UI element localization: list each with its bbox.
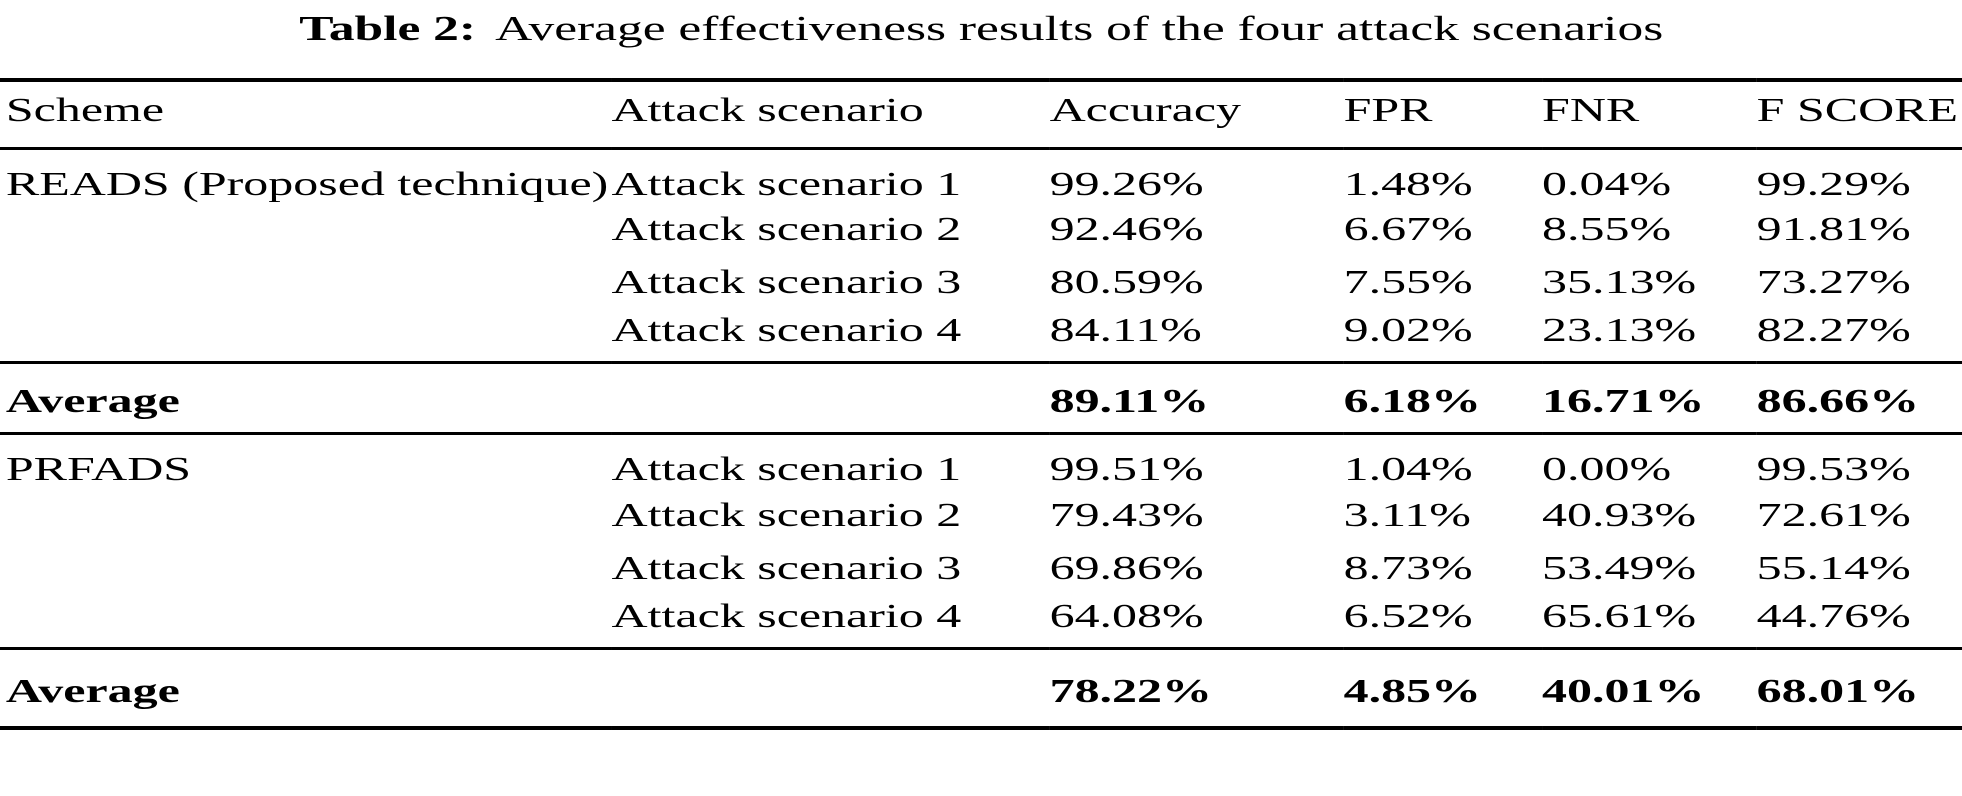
cell-fpr: 8.73%	[1343, 549, 1473, 587]
cell-scheme	[0, 542, 612, 595]
cell-scheme	[0, 595, 612, 648]
cell-accuracy: 69.86%	[1049, 549, 1204, 587]
cell-fnr: 53.49%	[1542, 549, 1697, 587]
table-row: Attack scenario 2 92.46% 6.67% 8.55% 91.…	[0, 204, 1962, 257]
cell-fnr: 40.01%	[1542, 672, 1705, 710]
cell-accuracy: 64.08%	[1049, 597, 1204, 635]
cell-scheme	[0, 204, 612, 257]
cell-fscore: 72.61%	[1756, 496, 1911, 534]
table-row: Attack scenario 4 64.08% 6.52% 65.61% 44…	[0, 595, 1962, 648]
column-header-fscore: F SCORE	[1756, 92, 1959, 130]
cell-fnr: 0.00%	[1542, 451, 1672, 488]
cell-scheme: READS (Proposed technique)	[5, 165, 609, 203]
cell-fpr: 6.67%	[1343, 211, 1473, 248]
cell-scenario: Attack scenario 1	[611, 451, 962, 488]
cell-accuracy: 84.11%	[1049, 312, 1202, 350]
column-header-attack-scenario: Attack scenario	[611, 92, 924, 130]
table-row: READS (Proposed technique) Attack scenar…	[0, 148, 1962, 204]
cell-fscore: 73.27%	[1756, 264, 1911, 301]
cell-fscore: 99.29%	[1756, 165, 1911, 203]
cell-average-label: Average	[5, 383, 180, 420]
cell-accuracy: 78.22%	[1049, 672, 1213, 710]
cell-fscore: 55.14%	[1756, 549, 1911, 587]
cell-scheme: PRFADS	[5, 451, 192, 488]
cell-fnr: 35.13%	[1542, 264, 1697, 301]
cell-fpr: 4.85%	[1343, 672, 1482, 710]
table-row: PRFADS Attack scenario 1 99.51% 1.04% 0.…	[0, 434, 1962, 490]
cell-scenario: Attack scenario 1	[611, 165, 962, 203]
column-header-fnr: FNR	[1542, 92, 1640, 130]
cell-fnr: 23.13%	[1542, 312, 1697, 350]
cell-accuracy: 79.43%	[1049, 496, 1204, 534]
cell-accuracy: 99.26%	[1049, 165, 1204, 203]
table-row: Attack scenario 4 84.11% 9.02% 23.13% 82…	[0, 310, 1962, 363]
table-row: Attack scenario 2 79.43% 3.11% 40.93% 72…	[0, 489, 1962, 542]
table-row: Attack scenario 3 80.59% 7.55% 35.13% 73…	[0, 257, 1962, 310]
column-header-scheme: Scheme	[5, 92, 165, 130]
cell-fnr: 40.93%	[1542, 496, 1697, 534]
cell-fscore: 99.53%	[1756, 451, 1911, 488]
cell-scheme	[0, 310, 612, 363]
cell-fnr: 16.71%	[1542, 383, 1705, 420]
header-row: Scheme Attack scenario Accuracy FPR FNR …	[0, 80, 1962, 148]
cell-fpr: 6.52%	[1343, 597, 1473, 635]
column-header-accuracy: Accuracy	[1049, 92, 1242, 130]
cell-fpr: 6.18%	[1343, 383, 1482, 420]
table-caption: Table 2: Average effectiveness results of…	[0, 0, 1962, 78]
cell-scenario: Attack scenario 4	[611, 597, 962, 635]
cell-fpr: 1.48%	[1343, 165, 1473, 203]
column-header-fpr: FPR	[1343, 92, 1433, 130]
table-row: Attack scenario 3 69.86% 8.73% 53.49% 55…	[0, 542, 1962, 595]
cell-fpr: 9.02%	[1343, 312, 1473, 350]
cell-scenario: Attack scenario 3	[611, 264, 962, 301]
cell-fscore: 91.81%	[1756, 211, 1911, 248]
table-caption-text: Average effectiveness results of the fou…	[495, 9, 1664, 48]
cell-scenario: Attack scenario 4	[611, 312, 962, 350]
cell-scenario: Attack scenario 2	[611, 211, 962, 248]
cell-accuracy: 89.11%	[1049, 383, 1210, 420]
cell-accuracy: 92.46%	[1049, 211, 1204, 248]
cell-fnr: 65.61%	[1542, 597, 1697, 635]
cell-scheme	[0, 489, 612, 542]
cell-scenario: Attack scenario 3	[611, 549, 962, 587]
average-row: Average 89.11% 6.18% 16.71% 86.66%	[0, 362, 1962, 434]
cell-average-label: Average	[5, 672, 180, 710]
results-table: Scheme Attack scenario Accuracy FPR FNR …	[0, 78, 1962, 730]
average-row: Average 78.22% 4.85% 40.01% 68.01%	[0, 648, 1962, 728]
cell-fnr: 0.04%	[1542, 165, 1672, 203]
cell-fpr: 1.04%	[1343, 451, 1473, 488]
cell-scheme	[0, 257, 612, 310]
cell-fscore: 44.76%	[1756, 597, 1911, 635]
cell-scenario	[612, 363, 1050, 434]
cell-fnr: 8.55%	[1542, 211, 1672, 248]
cell-fpr: 7.55%	[1343, 264, 1473, 301]
cell-fpr: 3.11%	[1343, 496, 1471, 534]
cell-fscore: 82.27%	[1756, 312, 1911, 350]
cell-fscore: 86.66%	[1756, 383, 1920, 420]
cell-scenario	[612, 648, 1050, 728]
cell-scenario: Attack scenario 2	[611, 496, 962, 534]
cell-fscore: 68.01%	[1756, 672, 1920, 710]
cell-accuracy: 80.59%	[1049, 264, 1204, 301]
table-caption-label: Table 2:	[299, 9, 477, 48]
cell-accuracy: 99.51%	[1049, 451, 1204, 488]
